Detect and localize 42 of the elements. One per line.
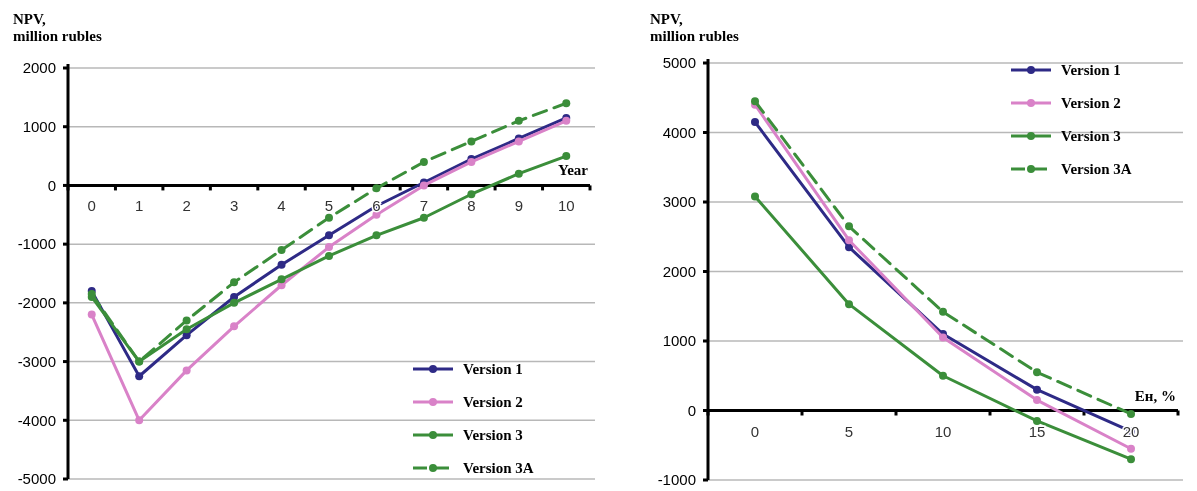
x-tick-label: 5: [324, 197, 334, 215]
legend-label: Version 1: [1061, 62, 1121, 79]
x-tick-label: 6: [372, 197, 381, 215]
y-axis-title: NPV, million rubles: [13, 11, 102, 44]
y-tick-label: -2000: [17, 294, 56, 312]
x-tick-label: 3: [229, 197, 239, 215]
x-tick-label: 10: [934, 422, 952, 440]
y-tick-label: 1000: [22, 117, 56, 135]
legend-label: Version 2: [463, 394, 523, 411]
y-tick-label: -3000: [17, 352, 56, 370]
y-tick-label: 5000: [662, 54, 696, 72]
x-tick-label: 7: [419, 197, 429, 215]
y-tick-label: 1000: [662, 332, 696, 350]
y-tick-label: -1000: [17, 235, 56, 253]
x-tick-label: 2: [182, 197, 191, 215]
x-tick-label: 4: [277, 197, 286, 215]
legend-label: Version 2: [1061, 95, 1121, 112]
x-tick-label: 9: [514, 197, 523, 215]
x-axis-title: Year: [558, 162, 589, 179]
x-tick-label: 5: [844, 422, 854, 440]
x-tick-label: 15: [1028, 422, 1046, 440]
x-tick-label: 10: [557, 197, 575, 215]
x-axis-title: Ен, %: [1134, 387, 1176, 404]
x-tick-label: 0: [750, 422, 760, 440]
legend-label: Version 3A: [463, 460, 534, 477]
y-tick-label: -4000: [17, 411, 56, 429]
y-tick-label: 3000: [662, 193, 696, 211]
y-tick-label: -5000: [17, 470, 56, 488]
legend-label: Version 3: [1061, 128, 1121, 145]
x-tick-label: 0: [87, 197, 96, 215]
y-tick-label: 2000: [662, 262, 696, 280]
legend-label: Version 1: [463, 361, 523, 378]
y-axis-title: NPV, million rubles: [650, 11, 739, 44]
legend-label: Version 3A: [1061, 161, 1132, 178]
y-tick-label: 0: [47, 176, 56, 194]
legend-label: Version 3: [463, 427, 523, 444]
y-tick-label: 2000: [22, 59, 56, 77]
x-tick-label: 1: [135, 197, 144, 215]
y-tick-label: -1000: [657, 471, 696, 489]
y-tick-label: 0: [687, 401, 696, 419]
y-tick-label: 4000: [662, 123, 696, 141]
x-tick-label: 8: [467, 197, 476, 215]
